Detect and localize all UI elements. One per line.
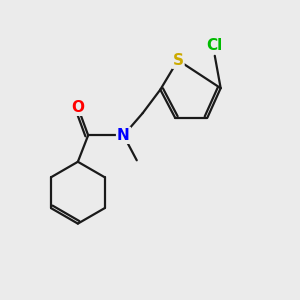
- Text: S: S: [172, 53, 184, 68]
- Text: N: N: [117, 128, 130, 143]
- Text: Cl: Cl: [207, 38, 223, 53]
- Text: O: O: [71, 100, 84, 115]
